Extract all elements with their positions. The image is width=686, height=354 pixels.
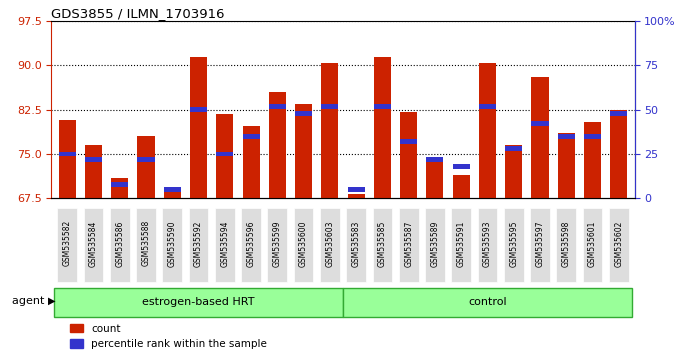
Bar [505, 145, 522, 198]
Bar [137, 136, 154, 198]
Text: GSM535598: GSM535598 [562, 220, 571, 267]
Bar [216, 114, 233, 198]
Bar [59, 120, 75, 198]
Bar [348, 194, 365, 198]
Bar [348, 187, 365, 192]
Text: GSM535589: GSM535589 [430, 220, 440, 267]
FancyBboxPatch shape [320, 209, 340, 282]
Text: GDS3855 / ILMN_1703916: GDS3855 / ILMN_1703916 [51, 7, 225, 20]
FancyBboxPatch shape [582, 209, 602, 282]
FancyBboxPatch shape [399, 209, 418, 282]
FancyBboxPatch shape [372, 209, 392, 282]
Bar [427, 157, 443, 198]
Bar [532, 77, 549, 198]
Bar [269, 104, 286, 109]
Text: GSM535602: GSM535602 [614, 220, 624, 267]
Text: GSM535591: GSM535591 [457, 220, 466, 267]
Text: GSM535594: GSM535594 [220, 220, 229, 267]
FancyBboxPatch shape [268, 209, 287, 282]
Text: GSM535590: GSM535590 [168, 220, 177, 267]
FancyBboxPatch shape [343, 288, 632, 317]
Bar [453, 175, 470, 198]
Bar [558, 133, 575, 198]
Text: GSM535599: GSM535599 [273, 220, 282, 267]
Text: GSM535600: GSM535600 [299, 220, 308, 267]
Bar [584, 134, 601, 139]
Bar [164, 187, 181, 192]
FancyBboxPatch shape [136, 209, 156, 282]
Text: GSM535586: GSM535586 [115, 220, 124, 267]
Bar [190, 107, 207, 112]
Bar [427, 157, 443, 162]
Bar [85, 145, 102, 198]
Bar [453, 164, 470, 169]
Bar [269, 92, 286, 198]
FancyBboxPatch shape [110, 209, 130, 282]
Bar [374, 57, 391, 198]
FancyBboxPatch shape [84, 209, 104, 282]
Text: GSM535601: GSM535601 [588, 220, 597, 267]
Bar [137, 157, 154, 162]
Bar [611, 111, 627, 116]
Bar [295, 111, 312, 116]
FancyBboxPatch shape [241, 209, 261, 282]
FancyBboxPatch shape [54, 288, 343, 317]
FancyBboxPatch shape [58, 209, 77, 282]
Text: GSM535595: GSM535595 [509, 220, 518, 267]
Bar [505, 146, 522, 151]
Text: GSM535596: GSM535596 [246, 220, 256, 267]
Bar [479, 63, 496, 198]
Bar [611, 110, 627, 198]
Text: GSM535603: GSM535603 [325, 220, 334, 267]
Bar [59, 152, 75, 156]
FancyBboxPatch shape [425, 209, 445, 282]
Bar [295, 104, 312, 198]
FancyBboxPatch shape [215, 209, 235, 282]
Bar [85, 157, 102, 162]
FancyBboxPatch shape [451, 209, 471, 282]
Bar [584, 121, 601, 198]
Text: GSM535597: GSM535597 [536, 220, 545, 267]
Bar [558, 134, 575, 139]
FancyBboxPatch shape [189, 209, 209, 282]
Bar [190, 57, 207, 198]
Text: GSM535592: GSM535592 [194, 220, 203, 267]
Text: GSM535588: GSM535588 [141, 220, 150, 267]
Bar [243, 126, 259, 198]
Text: ▶: ▶ [48, 296, 56, 306]
Text: control: control [468, 297, 507, 307]
Bar [111, 178, 128, 198]
Text: GSM535583: GSM535583 [352, 220, 361, 267]
Bar [400, 112, 417, 198]
Bar [321, 63, 338, 198]
FancyBboxPatch shape [346, 209, 366, 282]
Bar [400, 139, 417, 144]
Text: GSM535587: GSM535587 [404, 220, 413, 267]
Bar [321, 104, 338, 109]
Bar [111, 182, 128, 187]
FancyBboxPatch shape [556, 209, 576, 282]
Bar [164, 190, 181, 198]
FancyBboxPatch shape [609, 209, 628, 282]
FancyBboxPatch shape [163, 209, 182, 282]
Bar [243, 134, 259, 139]
FancyBboxPatch shape [530, 209, 550, 282]
Text: GSM535593: GSM535593 [483, 220, 492, 267]
Text: GSM535585: GSM535585 [378, 220, 387, 267]
Bar [216, 152, 233, 156]
Legend: count, percentile rank within the sample: count, percentile rank within the sample [71, 324, 267, 349]
Text: estrogen-based HRT: estrogen-based HRT [142, 297, 255, 307]
FancyBboxPatch shape [504, 209, 523, 282]
Bar [532, 121, 549, 126]
Text: GSM535584: GSM535584 [89, 220, 98, 267]
FancyBboxPatch shape [477, 209, 497, 282]
Bar [479, 104, 496, 109]
FancyBboxPatch shape [294, 209, 314, 282]
Text: GSM535582: GSM535582 [62, 220, 72, 267]
Bar [374, 104, 391, 109]
Text: agent: agent [12, 296, 48, 306]
